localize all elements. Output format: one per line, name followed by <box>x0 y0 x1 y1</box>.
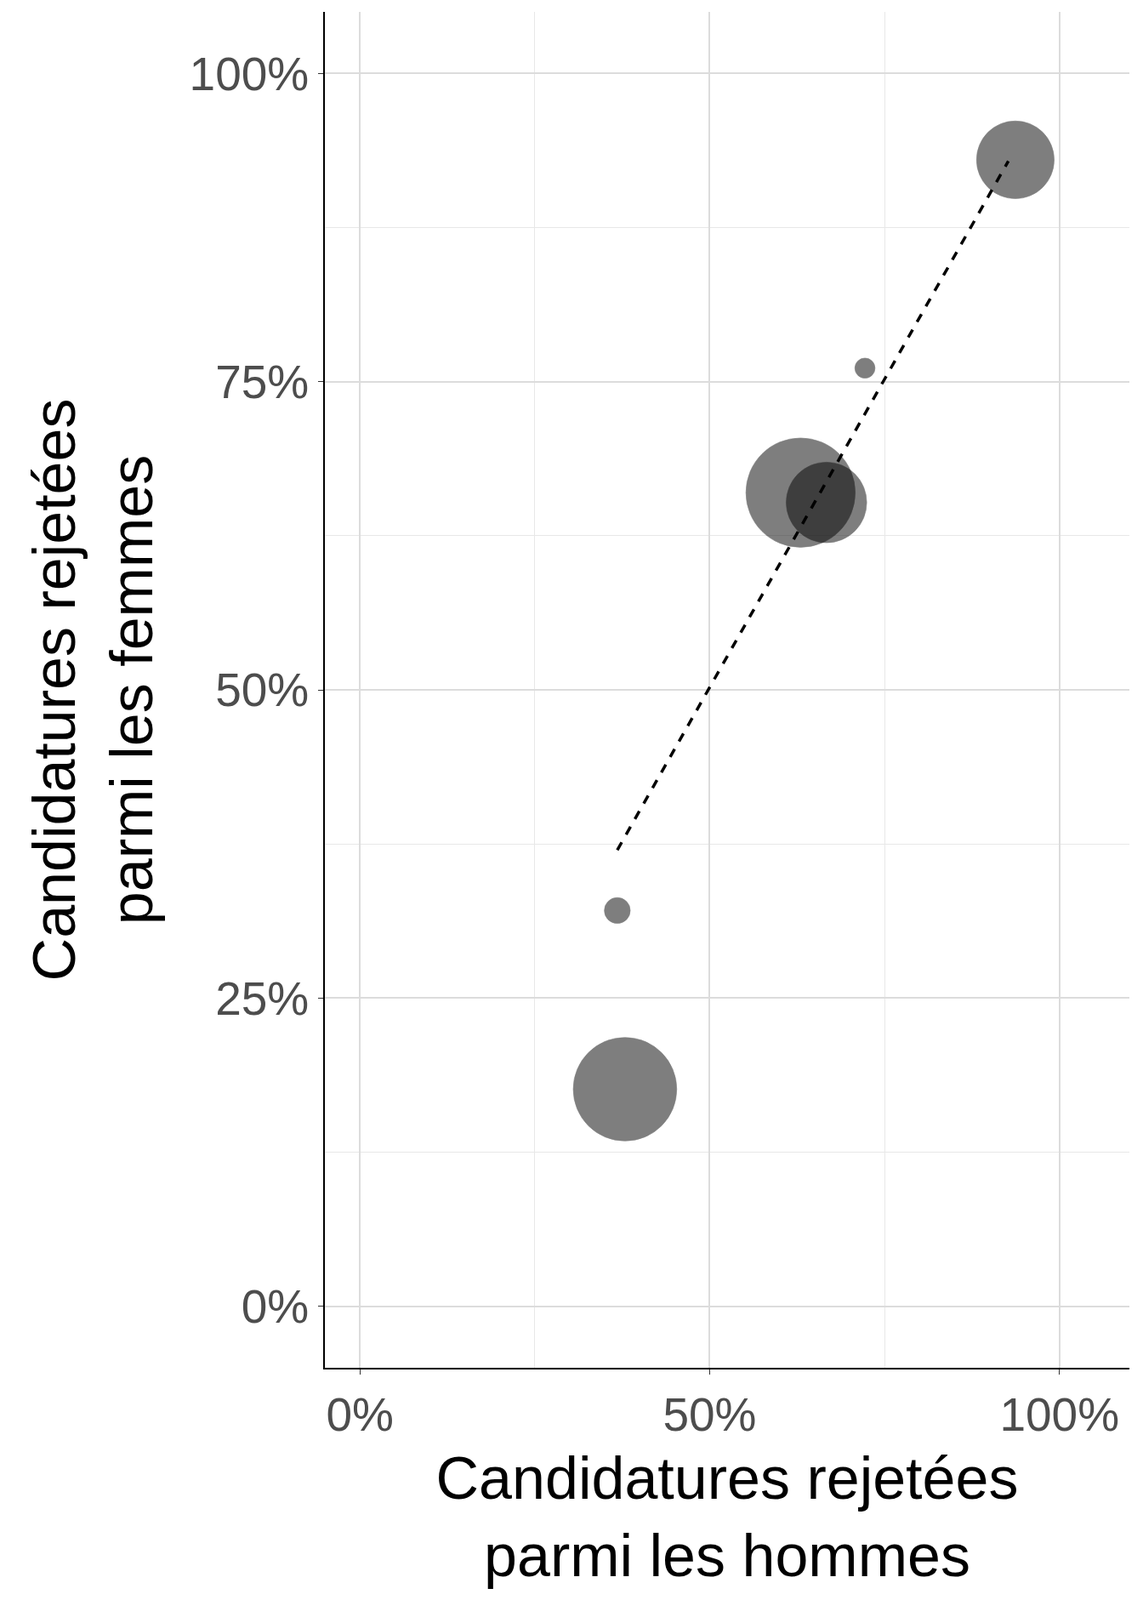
svg-text:100%: 100% <box>999 1387 1120 1441</box>
svg-text:0%: 0% <box>241 1279 310 1333</box>
svg-text:100%: 100% <box>189 47 310 101</box>
svg-text:25%: 25% <box>215 972 309 1025</box>
svg-text:Candidatures rejetéesparmi les: Candidatures rejetéesparmi les hommes <box>436 1444 1019 1589</box>
svg-text:75%: 75% <box>215 355 309 409</box>
svg-text:0%: 0% <box>325 1387 394 1441</box>
svg-text:50%: 50% <box>662 1387 757 1441</box>
svg-text:50%: 50% <box>215 663 309 717</box>
svg-text:Candidatures rejetéesparmi les: Candidatures rejetéesparmi les femmes <box>21 398 165 982</box>
